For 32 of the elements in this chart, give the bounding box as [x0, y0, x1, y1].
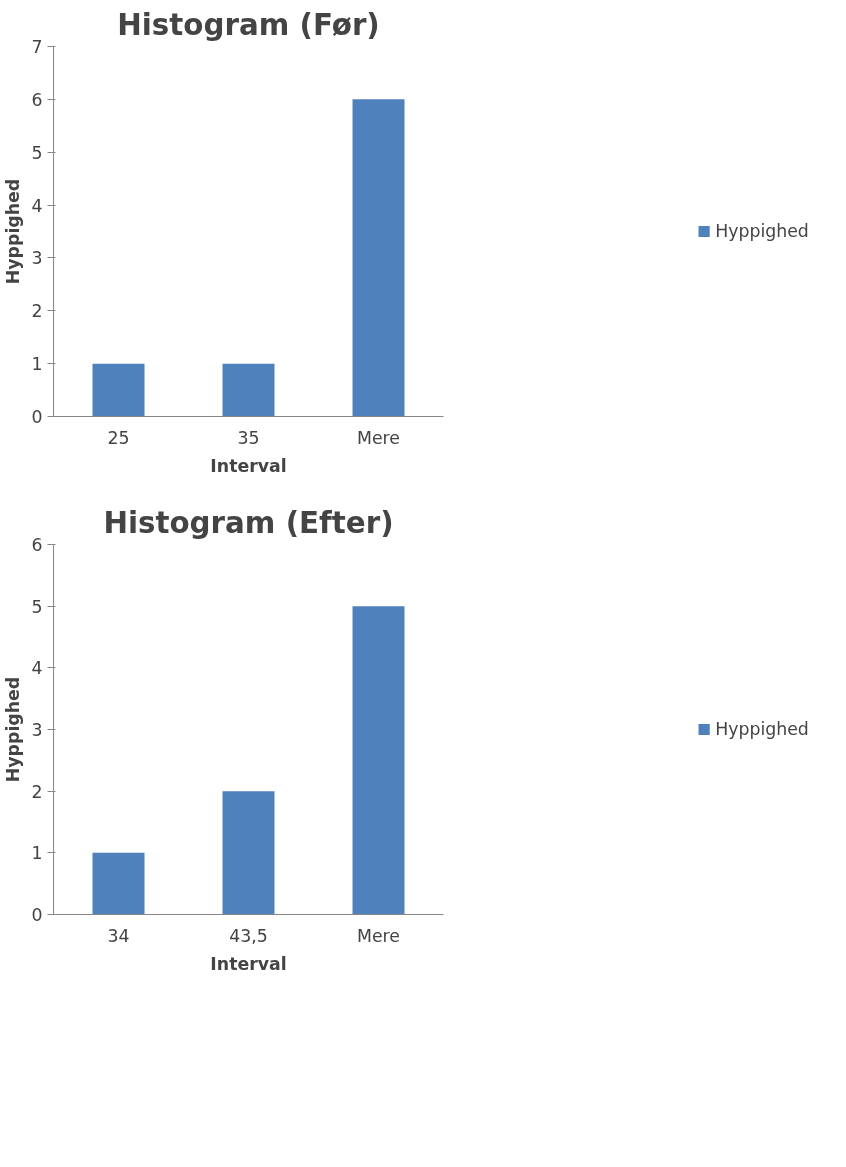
- y-tick-label: 7: [31, 37, 43, 57]
- y-tick-label: 0: [31, 905, 43, 925]
- y-axis-title: Hyppighed: [3, 676, 24, 783]
- legend-label: Hyppighed: [715, 221, 809, 241]
- y-tick-label: 6: [31, 89, 43, 110]
- y-tick-label: 2: [31, 781, 43, 802]
- x-tick-label: Mere: [356, 925, 401, 946]
- y-tick-label: 4: [31, 195, 43, 216]
- y-tick-label: 2: [31, 301, 43, 322]
- y-tick-label: 5: [31, 142, 43, 163]
- x-tick-label: 25: [107, 427, 130, 448]
- x-tick-label: Mere: [356, 427, 401, 448]
- x-axis-title: Interval: [210, 455, 287, 476]
- y-tick-label: 1: [31, 354, 43, 375]
- y-axis-title: Hyppighed: [3, 178, 24, 285]
- x-axis-title: Interval: [210, 953, 287, 974]
- y-tick-label: 5: [31, 596, 43, 617]
- x-tick-label: 34: [107, 925, 130, 946]
- y-tick-label: 3: [31, 720, 43, 740]
- legend-label: Hyppighed: [715, 719, 809, 739]
- bar: [222, 791, 275, 915]
- x-tick-label: 35: [237, 427, 260, 448]
- x-tick-label: 43,5: [229, 925, 268, 946]
- chart-title: Histogram (Efter): [103, 505, 394, 540]
- bar: [92, 852, 145, 915]
- bar: [352, 606, 405, 915]
- y-tick-label: 3: [31, 248, 43, 269]
- chart-title: Histogram (Før): [117, 7, 380, 42]
- y-tick-label: 4: [31, 658, 43, 679]
- y-tick-label: 0: [31, 407, 43, 427]
- y-tick-label: 6: [31, 535, 43, 555]
- y-tick-label: 1: [31, 843, 43, 864]
